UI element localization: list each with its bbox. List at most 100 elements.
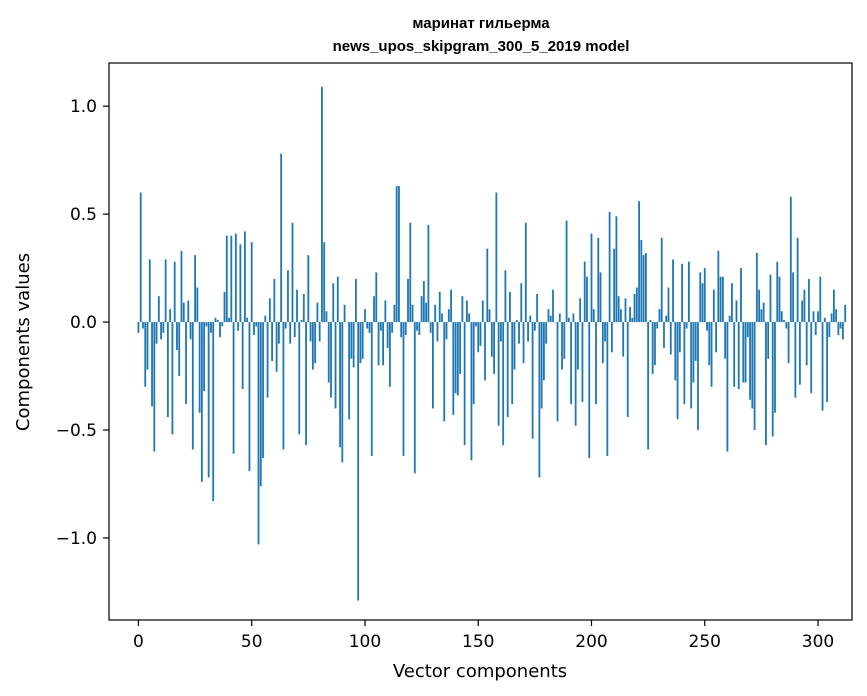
bar (558, 313, 561, 323)
bar (617, 296, 620, 323)
bar (685, 322, 688, 329)
bar (744, 322, 747, 383)
bar (606, 322, 609, 456)
bar (296, 289, 298, 323)
bar (409, 222, 412, 323)
bar (563, 322, 566, 359)
bar (311, 322, 314, 370)
bar (386, 322, 389, 348)
bar (749, 322, 751, 400)
bar (728, 315, 731, 323)
bar (142, 322, 144, 329)
bar (207, 322, 210, 478)
bar (604, 322, 606, 342)
bar (332, 283, 335, 323)
bar (588, 322, 591, 459)
bar (271, 322, 273, 361)
bar (819, 276, 822, 323)
y-axis: −1.0 −0.5 0.0 0.5 1.0 (56, 97, 109, 549)
y-tick-label: 0.5 (70, 205, 97, 225)
bar (293, 322, 296, 338)
bar (185, 322, 187, 405)
bar (701, 283, 704, 323)
bar (715, 322, 717, 353)
bar (610, 322, 613, 353)
bar (219, 322, 221, 338)
bar (155, 322, 158, 344)
bar (579, 298, 582, 323)
bar (379, 322, 382, 331)
bar (760, 309, 763, 323)
bar (404, 322, 407, 336)
bar (178, 322, 181, 377)
bar (191, 322, 194, 450)
bar (678, 322, 681, 353)
x-axis-label: Vector components (393, 661, 567, 682)
bar (567, 317, 570, 323)
bar (529, 315, 532, 323)
bar (425, 302, 428, 323)
bar (792, 272, 795, 323)
bar (586, 276, 588, 323)
bar (400, 322, 403, 338)
bar (615, 216, 618, 323)
bar (783, 319, 785, 323)
bar (522, 322, 525, 364)
chart-subtitle: news_upos_skipgram_300_5_2019 model (333, 38, 630, 55)
bar (237, 322, 240, 331)
bar (366, 322, 369, 329)
bar (398, 186, 400, 323)
bar (153, 322, 156, 452)
bar (561, 322, 563, 370)
bar (146, 322, 149, 370)
bar (758, 289, 761, 323)
bar (778, 276, 781, 323)
bar (391, 322, 394, 333)
bar (651, 322, 654, 374)
bar (266, 322, 269, 398)
bar (649, 319, 652, 323)
bar (370, 322, 373, 456)
bar (796, 237, 799, 323)
bar (536, 294, 539, 323)
bar (477, 322, 480, 353)
bar (334, 322, 337, 409)
bar (241, 322, 244, 389)
bar (361, 322, 364, 359)
bar (395, 186, 398, 323)
bar (826, 322, 828, 402)
bar (454, 322, 457, 394)
bar (323, 242, 326, 323)
bar (565, 220, 568, 323)
bar (427, 224, 430, 323)
bar (712, 289, 715, 323)
bar (205, 322, 208, 327)
bar (443, 322, 446, 422)
bar (511, 322, 514, 405)
bar (248, 322, 251, 472)
bar (520, 283, 523, 323)
bar (402, 322, 405, 456)
bar (173, 261, 176, 323)
bar (377, 322, 380, 366)
bar (393, 304, 396, 323)
y-tick-label: −1.0 (56, 529, 97, 549)
bar (484, 322, 486, 381)
bar (463, 322, 466, 446)
bar (717, 250, 720, 323)
bar (438, 291, 441, 323)
bar (721, 276, 724, 323)
bar (794, 322, 797, 398)
bar (302, 294, 305, 323)
bar (325, 311, 328, 323)
bar (620, 309, 622, 323)
bar (674, 322, 677, 381)
bar (638, 201, 640, 323)
y-tick-label: 0.0 (70, 313, 97, 333)
bar (844, 304, 847, 323)
bar (810, 322, 813, 394)
bar (719, 276, 722, 323)
bar (832, 289, 835, 323)
bar (253, 322, 255, 336)
bar (737, 322, 740, 389)
